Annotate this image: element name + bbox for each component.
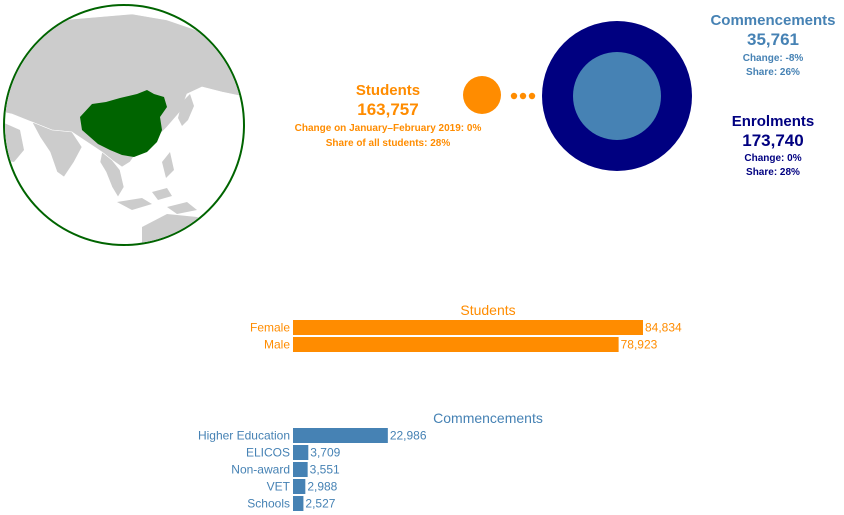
- commencements-share: Share: 26%: [746, 67, 800, 78]
- enrolments-share: Share: 28%: [746, 167, 800, 178]
- commencements-title: Commencements: [710, 12, 836, 29]
- bar-0-1: [293, 337, 619, 352]
- land-south-asia: [31, 121, 83, 178]
- value-label-0-1: 78,923: [621, 338, 658, 352]
- category-label-1-2: Non-award: [231, 463, 290, 477]
- chart-title-0: Students: [460, 302, 515, 318]
- circles-graphic: [463, 21, 692, 171]
- bar-0-0: [293, 320, 643, 335]
- commencements-circle: [573, 52, 661, 140]
- students-share: Share of all students: 28%: [325, 138, 451, 149]
- enrolments-title: Enrolments: [731, 113, 815, 130]
- globe-map: [3, 4, 245, 246]
- category-label-0-1: Male: [264, 338, 290, 352]
- enrolments-change: Change: 0%: [744, 153, 802, 164]
- bar-charts: Students Female 84,834 Male 78,923 Commenceme…: [198, 302, 682, 511]
- bar-1-4: [293, 496, 304, 511]
- land-japan: [178, 94, 194, 126]
- enrolments-value: 173,740: [742, 131, 804, 150]
- dot-3: [528, 92, 536, 100]
- value-label-1-4: 2,527: [305, 497, 335, 511]
- value-label-1-0: 22,986: [390, 429, 427, 443]
- category-label-1-1: ELICOS: [246, 446, 290, 460]
- value-label-1-3: 2,988: [307, 480, 337, 494]
- land-islands: [117, 152, 197, 214]
- commencements-value: 35,761: [747, 30, 799, 49]
- students-title: Students: [355, 82, 421, 99]
- commencements-change: Change: -8%: [742, 53, 804, 64]
- category-label-1-0: Higher Education: [198, 429, 290, 443]
- dot-1: [510, 92, 518, 100]
- category-label-0-0: Female: [250, 321, 290, 335]
- value-label-0-0: 84,834: [645, 321, 682, 335]
- category-label-1-4: Schools: [247, 497, 290, 511]
- china-highlight: [80, 90, 167, 157]
- chart-title-1: Commencements: [433, 410, 543, 426]
- land-southeast-asia: [99, 151, 125, 198]
- value-label-1-2: 3,551: [310, 463, 340, 477]
- bar-1-2: [293, 462, 308, 477]
- students-change: Change on January–February 2019: 0%: [294, 123, 482, 134]
- bar-1-3: [293, 479, 306, 494]
- dot-2: [519, 92, 527, 100]
- value-label-1-1: 3,709: [310, 446, 340, 460]
- category-label-1-3: VET: [267, 480, 291, 494]
- students-circle: [463, 76, 501, 114]
- bar-1-1: [293, 445, 309, 460]
- bar-1-0: [293, 428, 388, 443]
- students-value: 163,757: [357, 100, 419, 119]
